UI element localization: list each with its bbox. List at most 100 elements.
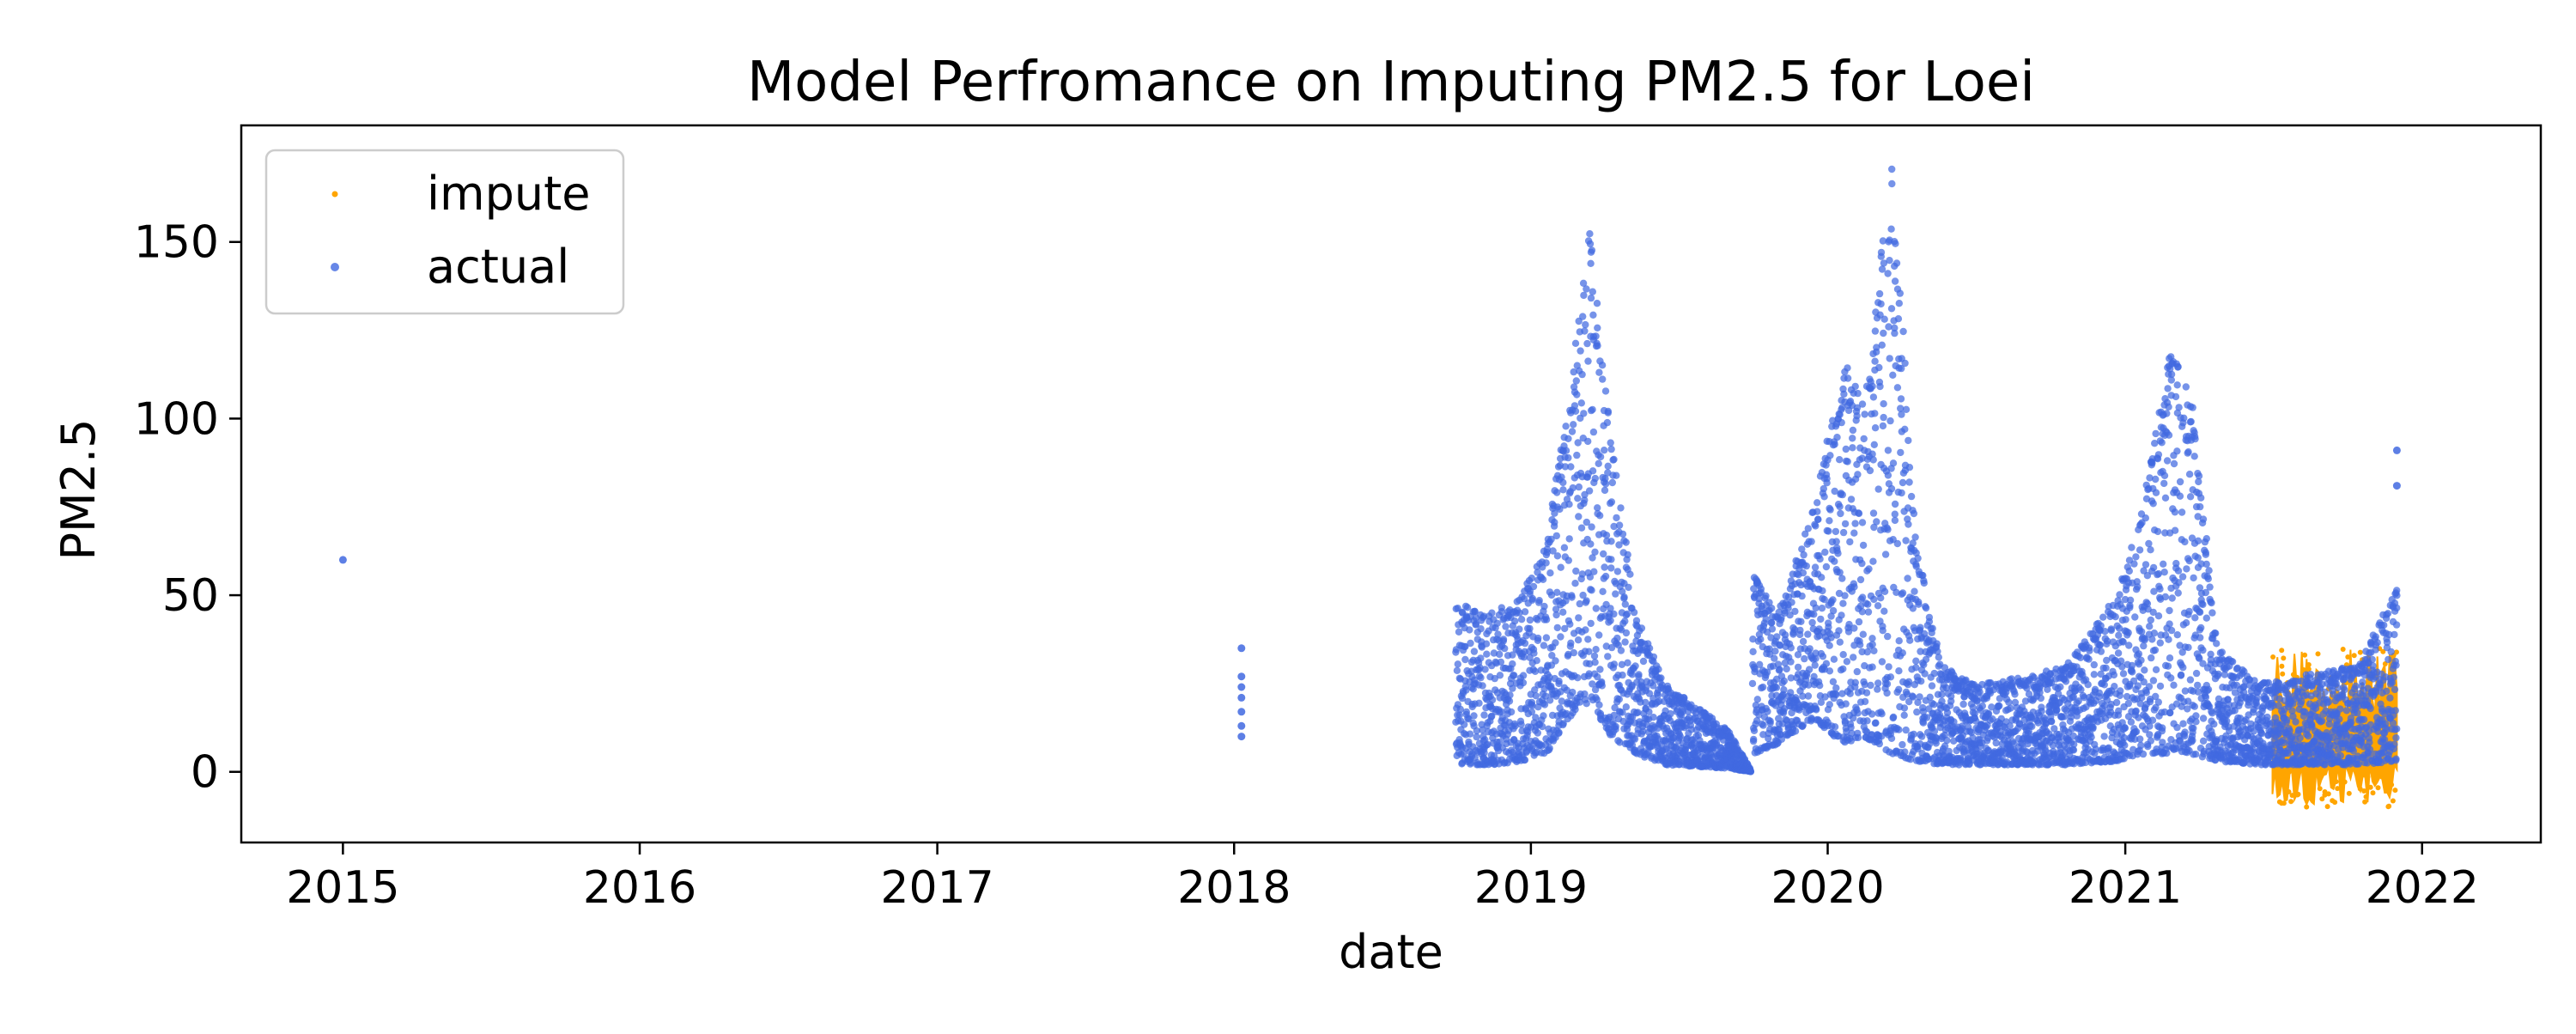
actual-point [1528,594,1537,603]
impute-point [2279,663,2285,669]
actual-point [1895,637,1903,645]
actual-point [1473,727,1481,735]
actual-point [1819,587,1826,595]
actual-point [1679,708,1687,715]
actual-point [2136,546,2144,554]
actual-point [1676,733,1685,740]
actual-point [2166,654,2174,662]
actual-point [1645,644,1654,652]
actual-point [1818,574,1826,581]
actual-point [1771,654,1778,662]
actual-point [1594,324,1601,331]
actual-point [1810,672,1818,680]
actual-point [1580,410,1588,417]
actual-point [1475,699,1483,707]
actual-point [2190,453,2198,460]
actual-point [1502,623,1510,630]
actual-point [1599,375,1607,383]
actual-point [1522,704,1530,712]
actual-point [1831,723,1839,731]
actual-point [1540,602,1548,611]
actual-point [1567,463,1575,471]
actual-point [2173,723,2181,732]
actual-point [2205,567,2213,575]
actual-point [1844,364,1851,372]
actual-point [1619,587,1626,595]
actual-point [1899,649,1906,657]
actual-point [1584,636,1592,643]
actual-point [2124,629,2132,636]
actual-point [1613,634,1621,642]
actual-point [1888,165,1896,173]
actual-point [1622,629,1631,637]
actual-point [1488,712,1496,721]
actual-point [2167,626,2176,635]
actual-point [1750,585,1758,593]
actual-point [1610,610,1618,618]
actual-point [1875,378,1884,386]
actual-point [2325,720,2333,728]
actual-point [1841,592,1849,599]
actual-point [1520,654,1528,661]
actual-point [1799,692,1807,700]
actual-point [1645,690,1654,697]
actual-point [1895,726,1903,733]
actual-point [1591,548,1599,556]
actual-point [1896,289,1904,297]
actual-point [2202,560,2210,569]
actual-point [1849,444,1856,452]
actual-point [2166,620,2173,628]
actual-point [1886,673,1895,681]
actual-point [1943,736,1951,745]
plot-area [338,165,2401,810]
actual-point [1822,660,1831,667]
actual-point [1862,689,1871,696]
actual-point [1911,533,1919,541]
actual-point [1884,447,1893,454]
actual-point [1571,580,1579,587]
actual-point [1881,550,1890,558]
actual-point [1834,550,1842,557]
impute-point [2357,649,2363,655]
actual-point [2191,435,2199,443]
actual-point [1528,702,1536,709]
actual-point [2053,706,2061,714]
actual-point [2115,631,2123,639]
actual-point [2166,606,2173,615]
actual-point [1656,697,1663,705]
actual-point [1807,538,1815,545]
actual-point [2199,737,2208,745]
actual-point [1616,739,1624,746]
actual-point [1565,501,1573,508]
actual-point [1494,630,1502,638]
actual-point [1601,447,1608,454]
actual-point [1564,557,1573,564]
actual-point [1850,714,1857,722]
actual-point [1482,640,1491,648]
actual-point [1819,653,1827,660]
actual-point [1883,680,1892,688]
actual-point [1566,620,1574,628]
actual-point [2089,725,2097,733]
actual-point [1584,357,1592,365]
actual-point [2184,448,2192,456]
actual-point [1759,731,1767,739]
actual-point [2190,724,2197,733]
impute-point [2276,799,2282,805]
impute-point [2330,771,2336,777]
actual-point [2172,559,2180,568]
actual-point [2140,642,2148,650]
impute-point [2288,799,2294,805]
actual-point [1470,712,1478,720]
actual-point [1858,593,1867,601]
actual-point [1844,628,1853,636]
actual-point [1539,722,1546,731]
actual-point [2028,722,2036,731]
actual-point [1781,631,1789,639]
actual-point [1586,660,1594,668]
actual-point [1637,624,1646,632]
actual-point [1868,382,1876,390]
actual-point [1877,594,1885,602]
actual-point [1917,678,1925,685]
